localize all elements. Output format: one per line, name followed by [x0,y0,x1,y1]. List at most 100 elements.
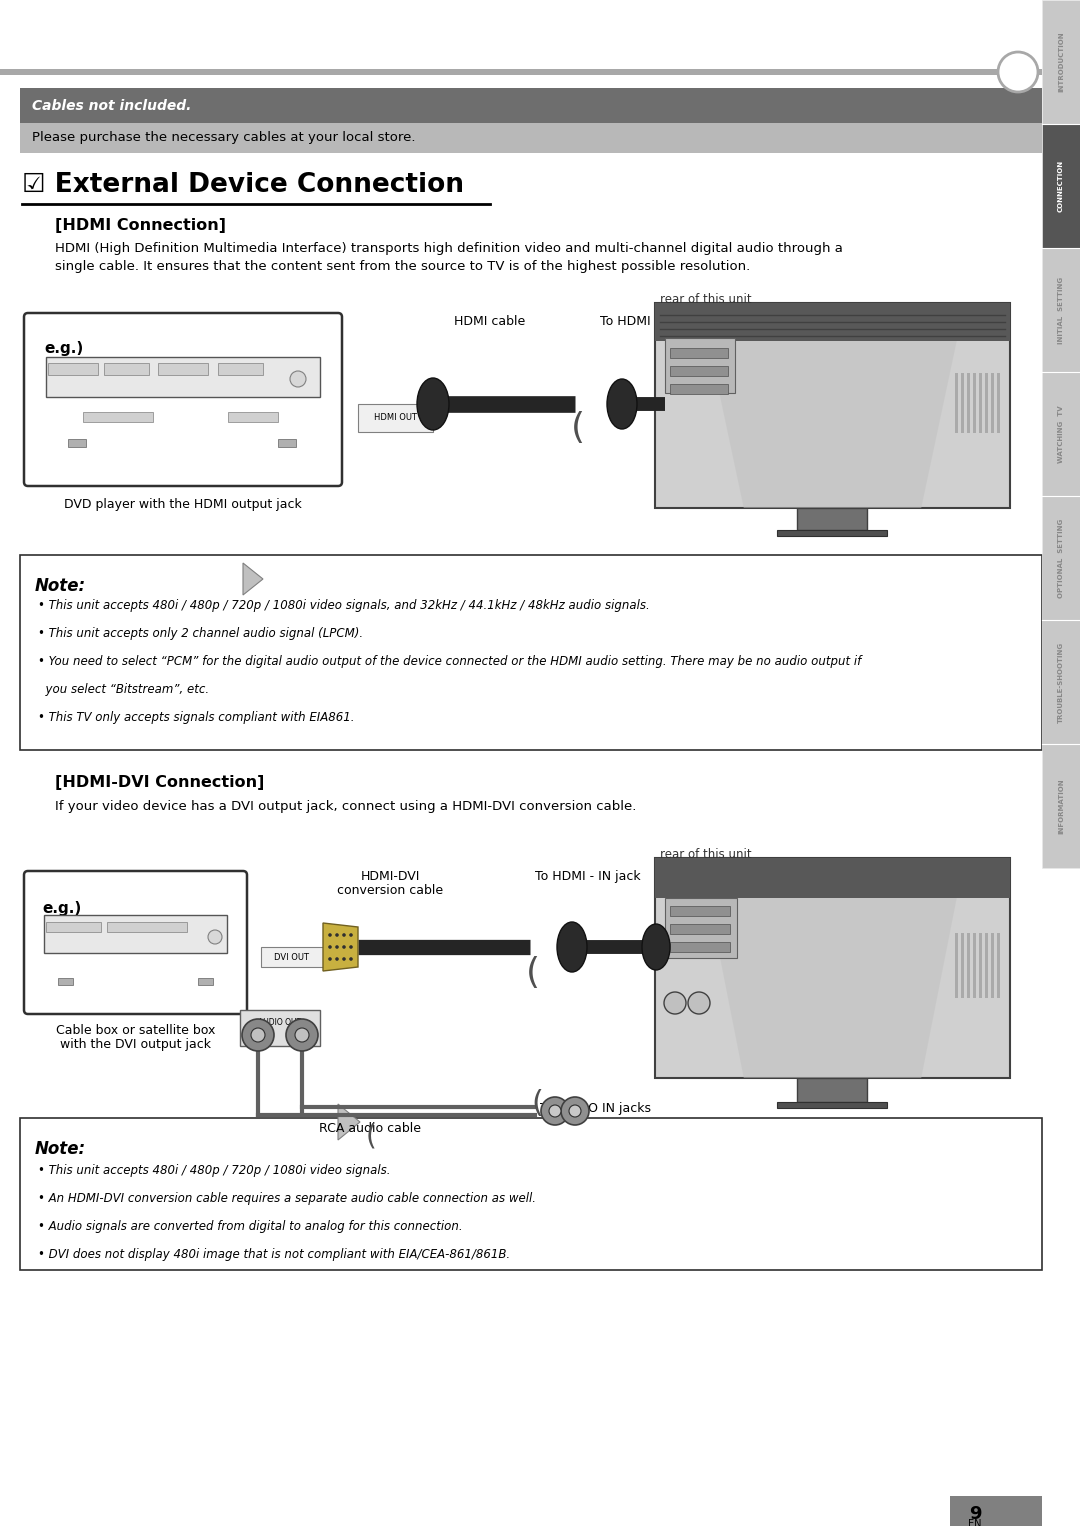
Bar [665,337,735,394]
Bar [1042,249,1080,372]
Bar [985,372,988,433]
Bar [1042,0,1080,124]
Bar [777,1102,887,1108]
Bar [950,1495,1042,1526]
Circle shape [328,945,332,949]
Bar [665,897,737,958]
Text: If your video device has a DVI output jack, connect using a HDMI-DVI conversion : If your video device has a DVI output ja… [55,800,636,813]
Bar [670,906,730,916]
Text: • This unit accepts 480i / 480p / 720p / 1080i video signals, and 32kHz / 44.1kH: • This unit accepts 480i / 480p / 720p /… [38,600,650,612]
Circle shape [328,957,332,961]
Text: L: L [255,1030,260,1041]
Bar [83,412,153,423]
Bar [997,372,1000,433]
Bar [1042,372,1080,496]
Circle shape [349,934,353,937]
Ellipse shape [417,378,449,430]
Bar [1042,124,1080,249]
Bar [978,372,982,433]
Text: INTRODUCTION: INTRODUCTION [1058,32,1064,92]
Text: To HDMI - IN jack: To HDMI - IN jack [535,870,640,884]
Ellipse shape [607,378,637,429]
Bar [985,932,988,998]
Bar [104,363,149,375]
Bar [21,124,1042,153]
Circle shape [342,945,346,949]
Bar [1042,496,1080,620]
Text: DVD player with the HDMI output jack: DVD player with the HDMI output jack [64,497,302,511]
Bar [967,932,970,998]
Text: rear of this unit: rear of this unit [660,293,752,307]
Polygon shape [243,563,264,595]
Bar [991,932,994,998]
Bar [46,922,102,932]
Bar [654,858,1010,1077]
Bar [107,922,187,932]
Circle shape [208,929,222,945]
Circle shape [561,1097,589,1125]
Circle shape [342,957,346,961]
Bar [797,1077,867,1102]
Bar [1042,745,1080,868]
Text: HDMI (High Definition Multimedia Interface) transports high definition video and: HDMI (High Definition Multimedia Interfa… [55,243,842,255]
FancyBboxPatch shape [21,555,1042,749]
Circle shape [541,1097,569,1125]
Text: (: ( [526,955,540,990]
Bar [955,932,958,998]
Text: you select “Bitstream”, etc.: you select “Bitstream”, etc. [38,684,210,696]
Text: [HDMI Connection]: [HDMI Connection] [55,218,226,233]
Text: To AUDIO IN jacks: To AUDIO IN jacks [540,1102,651,1116]
Text: • This unit accepts 480i / 480p / 720p / 1080i video signals.: • This unit accepts 480i / 480p / 720p /… [38,1164,391,1177]
Text: DVI OUT: DVI OUT [274,952,310,961]
Circle shape [998,52,1038,92]
Circle shape [335,957,339,961]
Text: e.g.): e.g.) [42,900,81,916]
Text: OPTIONAL  SETTING: OPTIONAL SETTING [1058,519,1064,598]
Text: ☑ External Device Connection: ☑ External Device Connection [22,172,464,198]
Circle shape [335,934,339,937]
FancyBboxPatch shape [21,1119,1042,1270]
Bar [654,858,1010,897]
Text: e.g.): e.g.) [44,340,83,356]
Bar [240,1010,320,1045]
Bar [198,978,213,984]
Circle shape [688,992,710,1013]
Bar [58,978,73,984]
Bar [228,412,278,423]
Text: 9: 9 [969,1505,982,1523]
Bar [158,363,208,375]
Bar [654,304,1010,508]
Text: Please purchase the necessary cables at your local store.: Please purchase the necessary cables at … [32,131,416,145]
Text: EN: EN [969,1518,982,1526]
Bar [997,932,1000,998]
Bar [44,916,227,954]
FancyBboxPatch shape [24,313,342,485]
Text: HDMI cable: HDMI cable [455,314,526,328]
Bar [670,348,728,359]
Text: • This TV only accepts signals compliant with EIA861.: • This TV only accepts signals compliant… [38,711,354,723]
Bar [973,932,976,998]
Ellipse shape [557,922,588,972]
Circle shape [349,945,353,949]
Bar [21,89,1042,124]
Circle shape [342,934,346,937]
Bar [955,372,958,433]
Text: Note:: Note: [35,1140,86,1158]
Text: Note:: Note: [35,577,86,595]
Text: (: ( [571,410,585,446]
Text: To HDMI - IN jack: To HDMI - IN jack [600,314,705,328]
Polygon shape [708,340,957,508]
Text: TROUBLE-SHOOTING: TROUBLE-SHOOTING [1058,641,1064,723]
Bar [1042,620,1080,745]
Text: RCA audio cable: RCA audio cable [319,1122,421,1135]
Text: [HDMI-DVI Connection]: [HDMI-DVI Connection] [55,775,265,790]
Circle shape [251,1029,265,1042]
Circle shape [328,934,332,937]
Text: Cable box or satellite box: Cable box or satellite box [56,1024,215,1038]
Circle shape [295,1029,309,1042]
Bar [278,439,296,447]
Bar [967,372,970,433]
Polygon shape [708,897,957,1077]
Bar [670,385,728,394]
Ellipse shape [642,925,670,971]
